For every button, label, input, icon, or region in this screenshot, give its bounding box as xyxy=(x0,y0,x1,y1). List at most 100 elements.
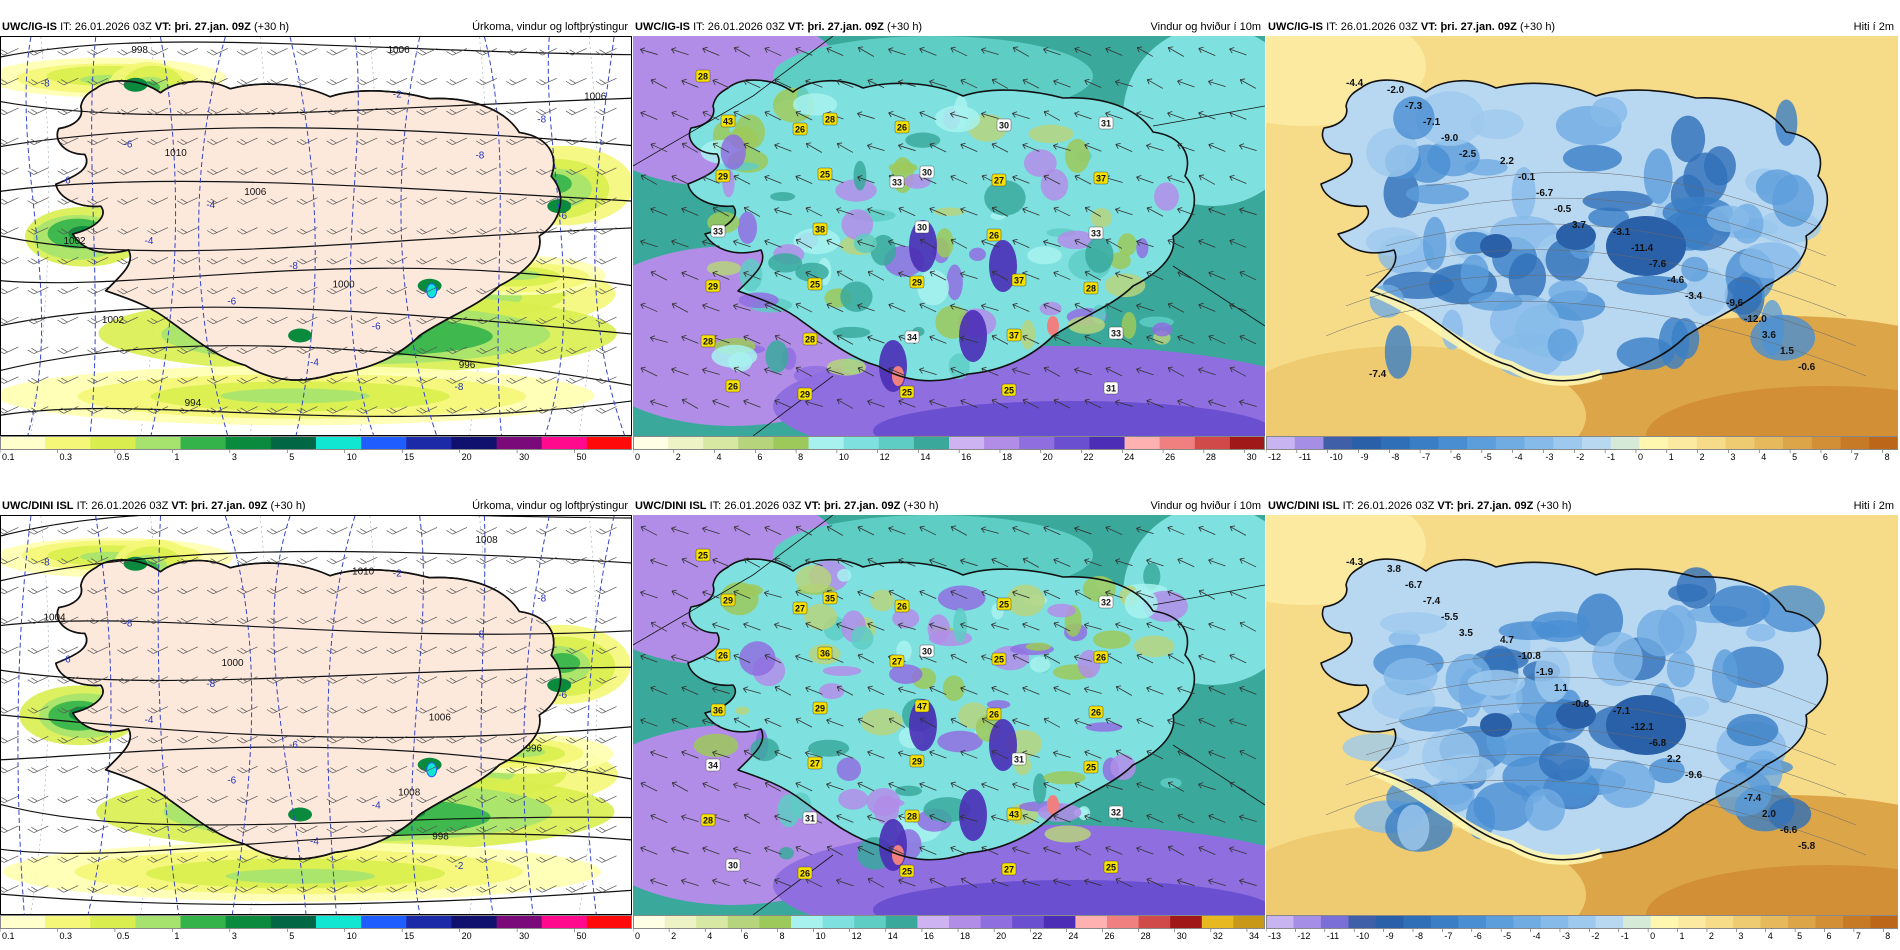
wind-barb xyxy=(476,885,498,893)
wind-arrow xyxy=(960,271,978,279)
wind-barb xyxy=(446,286,468,295)
wind-speed-area xyxy=(959,310,987,362)
isotherm xyxy=(1405,197,1827,257)
wind-arrow xyxy=(857,525,875,536)
wind-barb xyxy=(296,137,318,146)
wind-barb xyxy=(57,855,79,863)
wind-barb xyxy=(386,227,408,235)
wind-arrow xyxy=(1136,46,1154,57)
wind-speed-area xyxy=(826,358,867,376)
gust-label: 33 xyxy=(1088,226,1104,240)
colorbar-tick-label: 20 xyxy=(1043,452,1053,462)
wind-barb xyxy=(117,646,139,654)
wind-barb xyxy=(446,646,468,654)
isotherm-label: -6 xyxy=(289,740,298,751)
wind-arrow xyxy=(929,142,947,153)
wind-speed-area xyxy=(917,269,950,306)
wind-arrow xyxy=(1167,46,1185,57)
wind-barb xyxy=(416,286,438,295)
isobar xyxy=(1,746,631,780)
wind-barb xyxy=(296,616,318,625)
wind-speed-area xyxy=(1117,233,1137,256)
wind-arrow xyxy=(795,654,813,663)
isotherm xyxy=(1425,650,1817,706)
wind-arrow xyxy=(733,653,751,664)
wind-barb xyxy=(266,855,288,863)
colorbar-swatch xyxy=(1201,915,1234,929)
wind-arrow xyxy=(681,814,699,823)
wind-arrow xyxy=(991,814,1009,822)
colorbar-swatch xyxy=(1409,436,1439,450)
svg-text:25: 25 xyxy=(1004,386,1014,396)
wind-barb xyxy=(446,316,468,325)
wind-speed-area xyxy=(1136,238,1149,259)
wind-barb xyxy=(446,586,468,595)
wind-barb xyxy=(386,167,408,175)
wind-barb xyxy=(57,107,79,116)
wind-barb xyxy=(87,586,109,595)
it-label: IT: xyxy=(693,21,705,33)
wind-barb xyxy=(326,137,348,146)
wind-barb xyxy=(416,346,438,354)
wind-arrow xyxy=(1084,143,1102,152)
wind-barb xyxy=(476,556,498,565)
wind-arrow xyxy=(888,111,906,120)
wind-arrow xyxy=(774,622,792,631)
colorbar-tick-label: 8 xyxy=(798,452,803,462)
gust-label: 47 xyxy=(914,699,930,713)
temperature-band xyxy=(1767,797,1812,831)
colorbar-swatch xyxy=(1623,915,1652,929)
wind-barb xyxy=(1,167,19,175)
wind-barb xyxy=(296,346,318,354)
isobar xyxy=(1,227,631,252)
colorbar-swatch xyxy=(773,436,810,450)
precip-area xyxy=(426,762,438,778)
wind-arrow xyxy=(1208,622,1226,631)
wind-arrow xyxy=(1229,653,1247,664)
isotherm xyxy=(1345,275,1857,347)
wind-barb xyxy=(1,316,19,325)
wind-arrow xyxy=(702,174,720,184)
colorbar-tick-label: 8 xyxy=(1885,931,1890,941)
wind-barb xyxy=(266,376,288,384)
wind-speed-area xyxy=(837,568,852,582)
wind-arrow xyxy=(712,622,730,631)
wind-speed-area xyxy=(889,664,923,684)
isobar-label: 996 xyxy=(459,360,476,371)
temperature-label: -4.6 xyxy=(1667,275,1685,286)
wind-arrow xyxy=(681,206,699,216)
wind-arrow xyxy=(898,686,916,694)
wind-speed-area xyxy=(923,797,971,823)
wind-arrow xyxy=(1239,399,1257,407)
wind-barb xyxy=(446,346,468,354)
wind-barb xyxy=(565,316,587,325)
wind-barb xyxy=(565,765,587,774)
wind-barb xyxy=(356,527,378,535)
isobar-label: 1010 xyxy=(352,567,375,578)
wind-barb xyxy=(27,556,49,565)
wind-arrow xyxy=(1105,111,1123,120)
colorbar-swatch xyxy=(664,915,697,929)
wind-barb xyxy=(356,316,378,325)
temperature-band xyxy=(1666,651,1695,688)
wind-barb xyxy=(476,406,498,414)
colorbar-tick-label: -6 xyxy=(1474,931,1482,941)
wind-barb xyxy=(206,257,228,265)
wind-barb xyxy=(386,77,408,86)
wind-arrow xyxy=(836,813,854,823)
wind-barb xyxy=(356,227,378,235)
wind-barb xyxy=(236,885,258,893)
colorbar-swatch xyxy=(451,436,498,450)
colorbar-tick-label: 1 xyxy=(1669,452,1674,462)
wind-barb xyxy=(236,107,258,116)
wind-barb xyxy=(595,885,617,893)
isotherm-label: -4 xyxy=(145,236,154,247)
wind-arrow xyxy=(919,845,937,855)
colorbar-swatch xyxy=(361,915,407,929)
wind-arrow xyxy=(1053,878,1071,886)
temperature-band xyxy=(1599,760,1655,808)
temperature-band xyxy=(1480,234,1512,258)
colorbar-tick-label: 4 xyxy=(717,452,722,462)
svg-text:26: 26 xyxy=(800,869,810,879)
wind-barb xyxy=(87,406,109,414)
